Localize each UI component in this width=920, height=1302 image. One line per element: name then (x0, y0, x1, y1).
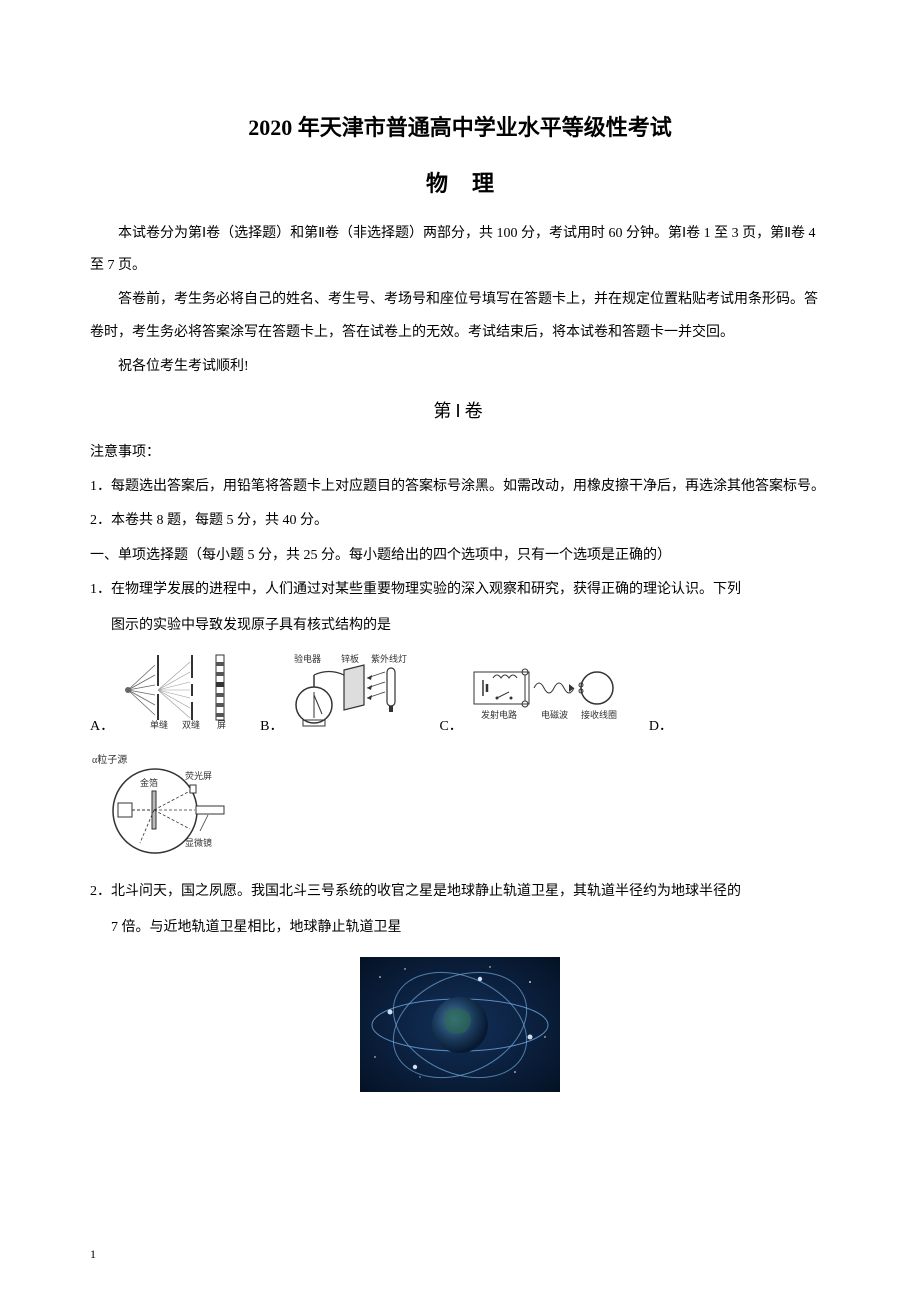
intro-paragraph-3: 祝各位考生考试顺利! (90, 351, 830, 383)
exam-title: 2020 年天津市普通高中学业水平等级性考试 (90, 110, 830, 142)
q1-figure-a: 单缝 双缝 屏 (120, 650, 230, 739)
q1-options-row: A． (90, 650, 830, 739)
q1-figD-microscope-label: 显微镜 (185, 837, 212, 848)
notes-label: 注意事项： (90, 437, 830, 469)
subject-title: 物理 (90, 166, 830, 198)
q1-figure-d: α粒子源 金箔 荧光屏 显微镜 (90, 751, 230, 866)
part-a-heading: 一、单项选择题（每小题 5 分，共 25 分。每小题给出的四个选项中，只有一个选… (90, 540, 830, 572)
q1-figure-c: 发射电路 电磁波 接收线圈 (469, 650, 619, 739)
q1-figD-alpha-source-label: α粒子源 (92, 753, 127, 766)
q1-option-c: C． (439, 650, 618, 739)
q2-figure (360, 957, 560, 1097)
question-2: 2．北斗问天，国之夙愿。我国北斗三号系统的收官之星是地球静止轨道卫星，其轨道半径… (90, 876, 830, 908)
q1-option-c-label: C． (439, 714, 462, 739)
q1-option-d-label-item: D． (649, 714, 679, 739)
q1-figB-uv-lamp-label: 紫外线灯 (371, 653, 407, 664)
q2-line1: 2．北斗问天，国之夙愿。我国北斗三号系统的收官之星是地球静止轨道卫星，其轨道半径… (90, 884, 741, 899)
q1-option-b: B． 验电器 锌板 紫外线灯 (260, 650, 409, 739)
q1-line1: 1．在物理学发展的进程中，人们通过对某些重要物理实验的深入观察和研究，获得正确的… (90, 582, 741, 597)
q2-figure-container (90, 957, 830, 1097)
q1-figC-emitter-label: 发射电路 (481, 709, 517, 720)
q1-figA-double-slit-label: 双缝 (182, 719, 200, 730)
q1-figD-screen-label: 荧光屏 (185, 770, 212, 781)
q1-figA-single-slit-label: 单缝 (150, 719, 168, 730)
question-1-line2: 图示的实验中导致发现原子具有核式结构的是 (90, 610, 830, 642)
q1-option-d-label: D． (649, 714, 673, 739)
q1-option-b-label: B． (260, 714, 283, 739)
q1-figure-b: 验电器 锌板 紫外线灯 (289, 650, 409, 739)
q1-option-d-figure-row: α粒子源 金箔 荧光屏 显微镜 (90, 751, 830, 866)
question-1: 1．在物理学发展的进程中，人们通过对某些重要物理实验的深入观察和研究，获得正确的… (90, 574, 830, 606)
q1-figB-electroscope-label: 验电器 (294, 653, 321, 664)
q1-figA-screen-label: 屏 (217, 720, 226, 730)
question-2-line2: 7 倍。与近地轨道卫星相比，地球静止轨道卫星 (90, 912, 830, 944)
q1-figD-gold-foil-label: 金箔 (140, 777, 158, 788)
note-2: 2．本卷共 8 题，每题 5 分，共 40 分。 (90, 505, 830, 537)
note-1: 1．每题选出答案后，用铅笔将答题卡上对应题目的答案标号涂黑。如需改动，用橡皮擦干… (90, 471, 830, 503)
intro-paragraph-2: 答卷前，考生务必将自己的姓名、考生号、考场号和座位号填写在答题卡上，并在规定位置… (90, 284, 830, 348)
page-number: 1 (90, 1247, 96, 1262)
q1-option-a-label: A． (90, 714, 114, 739)
intro-paragraph-1: 本试卷分为第Ⅰ卷（选择题）和第Ⅱ卷（非选择题）两部分，共 100 分，考试用时 … (90, 218, 830, 282)
q1-figB-zinc-plate-label: 锌板 (341, 653, 359, 664)
q1-figC-receiver-label: 接收线圈 (581, 709, 617, 720)
q1-figC-wave-label: 电磁波 (541, 709, 568, 720)
section-1-title: 第Ⅰ卷 (90, 397, 830, 423)
q1-option-a: A． (90, 650, 230, 739)
